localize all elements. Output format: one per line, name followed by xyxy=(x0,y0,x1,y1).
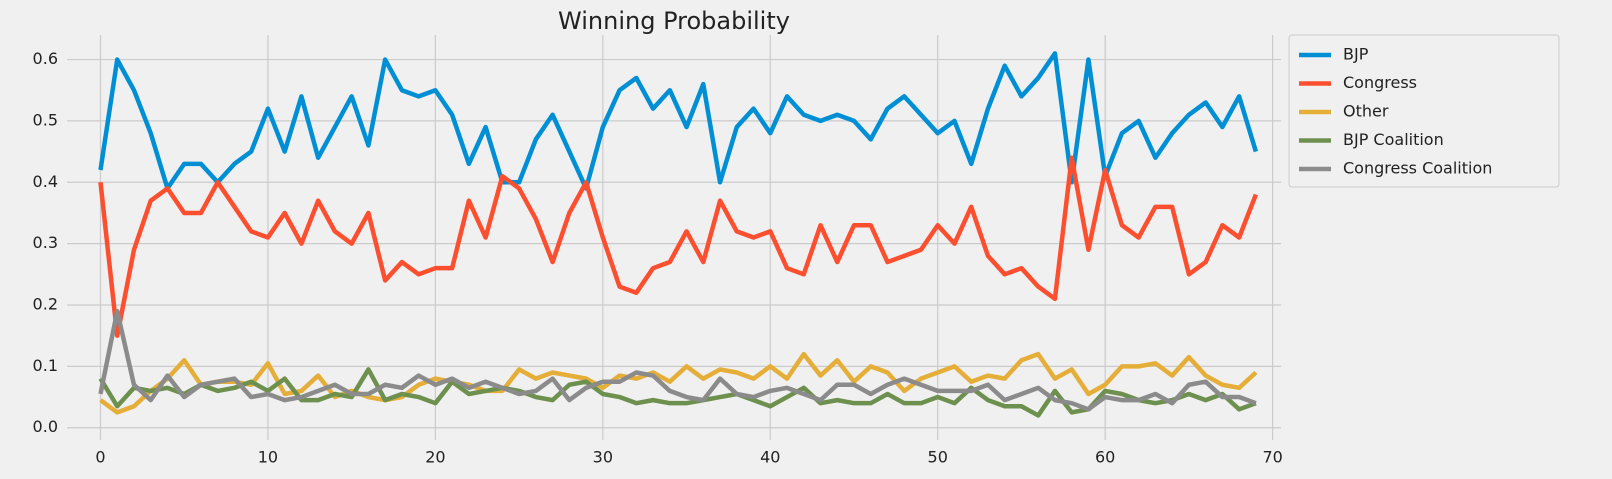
y-tick-label: 0.6 xyxy=(33,49,58,68)
x-tick-label: 70 xyxy=(1262,448,1282,467)
series-line xyxy=(98,155,1258,338)
legend-label: BJP xyxy=(1343,45,1369,64)
x-tick-label: 10 xyxy=(258,448,278,467)
legend-label: Congress xyxy=(1343,73,1417,92)
x-tick-label: 40 xyxy=(760,448,780,467)
y-tick-label: 0.2 xyxy=(33,295,58,314)
series-line xyxy=(98,51,1259,191)
y-tick-label: 0.0 xyxy=(33,417,58,436)
x-tick-label: 20 xyxy=(425,448,445,467)
legend-label: BJP Coalition xyxy=(1343,130,1444,149)
x-tick-label: 60 xyxy=(1095,448,1115,467)
chart-title: Winning Probability xyxy=(558,7,790,35)
y-tick-label: 0.5 xyxy=(33,110,58,129)
y-tick-label: 0.3 xyxy=(33,233,58,252)
x-tick-label: 50 xyxy=(928,448,948,467)
legend-box xyxy=(1288,34,1560,188)
x-tick-label: 0 xyxy=(95,448,105,467)
legend-label: Other xyxy=(1343,102,1389,121)
legend-label: Congress Coalition xyxy=(1343,159,1492,178)
series-line xyxy=(98,308,1257,412)
y-tick-label: 0.4 xyxy=(33,172,58,191)
x-tick-label: 30 xyxy=(593,448,613,467)
y-tick-label: 0.1 xyxy=(33,356,58,375)
